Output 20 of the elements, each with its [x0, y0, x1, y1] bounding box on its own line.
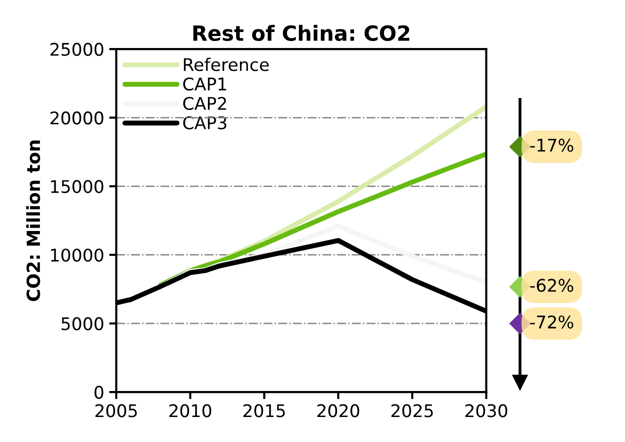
legend-label: Reference [184, 58, 269, 72]
x-tick-label: 2030 [465, 404, 508, 418]
y-tick-label: 15000 [51, 180, 104, 194]
x-tick-label: 2025 [391, 404, 433, 418]
y-tick-label: 10000 [51, 248, 104, 262]
text: -62% [530, 278, 574, 292]
chart-title: Rest of China: CO2 [193, 24, 410, 42]
y-axis-title: CO2: Million ton [26, 140, 40, 302]
y-tick-label: 5000 [62, 317, 104, 330]
y-tick-label: 0 [94, 386, 104, 399]
legend-label: CAP1 [183, 77, 226, 91]
y-tick-label: 25000 [50, 42, 104, 56]
x-tick-label: 2010 [169, 404, 212, 418]
text: -72% [530, 315, 574, 329]
x-tick-label: 2020 [317, 404, 360, 418]
x-tick-label: 2015 [243, 404, 285, 418]
x-tick-label: 2005 [95, 404, 137, 418]
y-tick-label: 20000 [50, 111, 104, 125]
legend-label: CAP2 [183, 96, 226, 110]
text: -17% [530, 138, 574, 152]
